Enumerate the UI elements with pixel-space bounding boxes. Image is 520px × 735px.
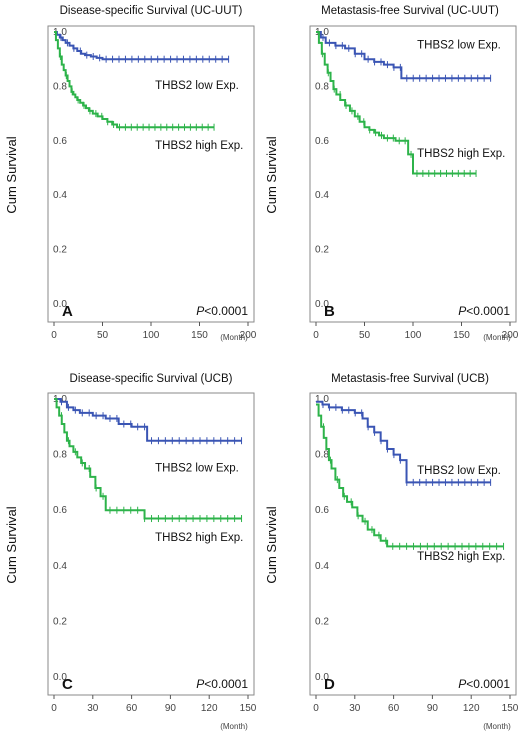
x-tick-label: 120 (463, 703, 480, 714)
p-value-symbol: P (196, 304, 204, 318)
x-axis-unit: (Month) (220, 722, 248, 731)
p-value-text: <0.0001 (466, 304, 510, 318)
y-tick-label: 0.8 (53, 450, 67, 461)
x-tick-label: 90 (165, 703, 177, 714)
x-axis-unit: (Month) (483, 722, 511, 731)
panel-D: Metastasis-free Survival (UCB) Cum Surviv… (264, 373, 519, 731)
p-value: P<0.0001 (458, 304, 510, 318)
series-label: THBS2 high Exp. (417, 551, 505, 563)
x-tick-label: 30 (349, 703, 361, 714)
series-label: THBS2 low Exp. (417, 465, 501, 477)
x-axis-unit: (Month) (220, 333, 248, 342)
x-tick-label: 50 (97, 330, 109, 341)
x-tick-label: 200 (240, 330, 257, 341)
panel-title: Metastasis-free Survival (UCB) (331, 373, 489, 385)
series-label: THBS2 low Exp. (155, 80, 239, 92)
y-tick-label: 0.8 (315, 450, 329, 461)
x-axis-unit: (Month) (483, 333, 511, 342)
x-tick-label: 60 (126, 703, 138, 714)
y-tick-label: 0.2 (315, 616, 329, 627)
panel-letter: D (324, 676, 335, 693)
y-tick-label: 0.2 (315, 245, 329, 256)
y-tick-label: 1.0 (315, 27, 329, 38)
plot-frame (47, 392, 255, 696)
y-axis-label: Cum Survival (4, 506, 19, 583)
series-label: THBS2 high Exp. (417, 148, 505, 160)
y-tick-label: 0.8 (315, 81, 329, 92)
y-tick-label: 0.0 (53, 299, 67, 310)
y-tick-label: 0.6 (315, 136, 329, 147)
p-value-symbol: P (458, 304, 466, 318)
series-line (54, 398, 242, 520)
panel-title: Disease-specific Survival (UCB) (70, 373, 233, 385)
x-tick-label: 50 (359, 330, 371, 341)
p-value-text: <0.0001 (466, 677, 510, 691)
p-value-text: <0.0001 (204, 304, 248, 318)
series-label: THBS2 high Exp. (155, 532, 243, 544)
panel-title: Disease-specific Survival (UC-UUT) (60, 5, 243, 17)
x-tick-label: 150 (191, 330, 208, 341)
x-tick-label: 150 (502, 703, 519, 714)
x-tick-label: 0 (313, 703, 319, 714)
p-value: P<0.0001 (458, 677, 510, 691)
x-tick-label: 100 (143, 330, 160, 341)
series-label: THBS2 high Exp. (155, 140, 243, 152)
y-tick-label: 0.8 (53, 81, 67, 92)
x-tick-label: 120 (201, 703, 218, 714)
y-tick-label: 1.0 (53, 27, 67, 38)
panel-C: Disease-specific Survival (UCB) Cum Survi… (4, 373, 257, 731)
series-label: THBS2 low Exp. (417, 39, 501, 51)
y-axis-label: Cum Survival (4, 136, 19, 213)
y-tick-label: 0.6 (53, 505, 67, 516)
p-value-text: <0.0001 (204, 677, 248, 691)
y-tick-label: 0.4 (53, 190, 67, 201)
x-tick-label: 150 (453, 330, 470, 341)
series-line (316, 31, 491, 80)
series-line (316, 31, 477, 175)
y-tick-label: 0.0 (315, 299, 329, 310)
y-tick-label: 0.0 (315, 672, 329, 683)
y-tick-label: 0.4 (315, 190, 329, 201)
y-tick-label: 0.0 (53, 672, 67, 683)
panel-letter: A (62, 303, 73, 320)
p-value: P<0.0001 (196, 677, 248, 691)
x-tick-label: 60 (388, 703, 400, 714)
p-value: P<0.0001 (196, 304, 248, 318)
plot-frame (47, 25, 255, 323)
p-value-symbol: P (458, 677, 466, 691)
p-value-symbol: P (196, 677, 204, 691)
series-label: THBS2 low Exp. (155, 462, 239, 474)
x-tick-label: 100 (405, 330, 422, 341)
y-tick-label: 0.2 (53, 616, 67, 627)
panel-letter: C (62, 676, 73, 693)
x-tick-label: 0 (51, 330, 57, 341)
series-line (54, 31, 229, 61)
series-line (54, 398, 242, 442)
y-axis-label: Cum Survival (264, 506, 279, 583)
series-line (316, 403, 504, 548)
y-tick-label: 0.4 (53, 561, 67, 572)
y-axis-label: Cum Survival (264, 136, 279, 213)
x-tick-label: 30 (87, 703, 99, 714)
y-tick-label: 1.0 (315, 394, 329, 405)
x-tick-label: 0 (51, 703, 57, 714)
panel-title: Metastasis-free Survival (UC-UUT) (321, 5, 499, 17)
y-tick-label: 0.6 (53, 136, 67, 147)
x-tick-label: 90 (427, 703, 439, 714)
x-tick-label: 150 (240, 703, 257, 714)
y-tick-label: 0.6 (315, 505, 329, 516)
panel-B: Metastasis-free Survival (UC-UUT) Cum Sur… (264, 5, 519, 342)
x-tick-label: 200 (502, 330, 519, 341)
plot-frame (309, 392, 517, 696)
x-tick-label: 0 (313, 330, 319, 341)
y-tick-label: 0.4 (315, 561, 329, 572)
panel-A: Disease-specific Survival (UC-UUT) Cum Su… (4, 5, 257, 342)
panel-letter: B (324, 303, 335, 320)
y-tick-label: 0.2 (53, 245, 67, 256)
